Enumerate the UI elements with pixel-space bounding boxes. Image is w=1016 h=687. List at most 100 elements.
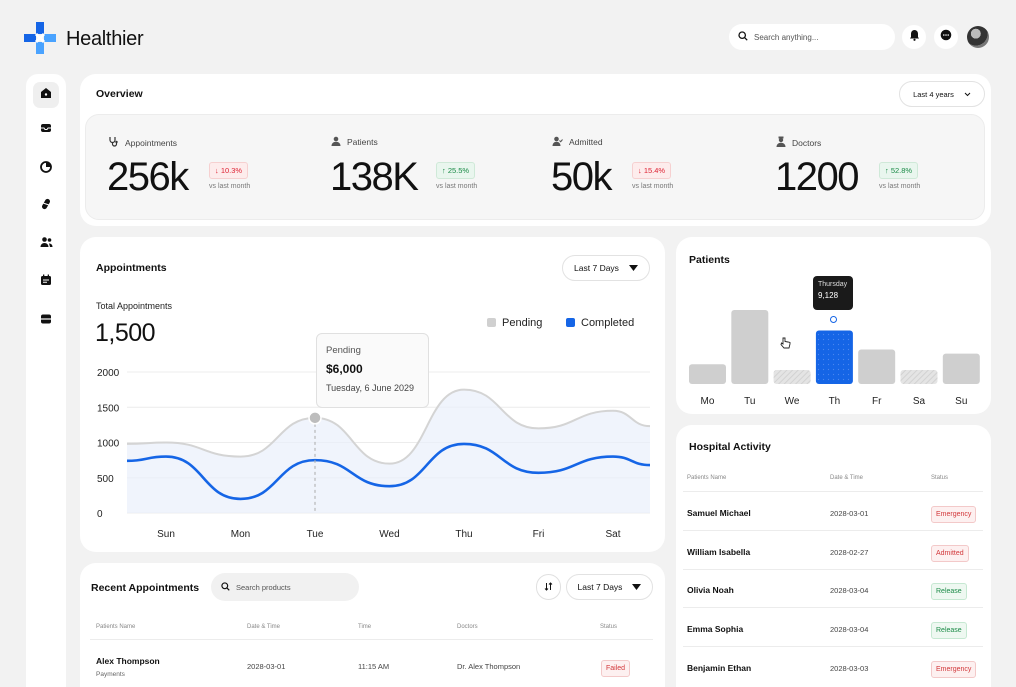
user-avatar[interactable] — [967, 26, 989, 48]
user-check-icon — [552, 136, 563, 148]
status-badge[interactable]: Emergency — [931, 506, 977, 523]
legend-swatch — [566, 318, 575, 327]
y-tick-label: 0 — [97, 509, 103, 520]
legend-label: Completed — [581, 317, 635, 329]
column-header-time: Time — [358, 624, 372, 630]
sidebar-item-inbox[interactable] — [33, 117, 59, 143]
x-tick-label: Tu — [744, 396, 755, 407]
activity-patient-name: William Isabella — [687, 546, 751, 557]
appointments-range-dropdown[interactable]: Last 7 Days — [562, 255, 650, 281]
pill-icon — [40, 197, 52, 215]
sidebar-item-staff[interactable] — [33, 231, 59, 257]
bar-sa[interactable] — [900, 370, 938, 384]
activity-row: Benjamin Ethan 2028-03-03 Emergency — [676, 647, 991, 685]
activity-status-cell: Admitted — [931, 542, 969, 562]
column-header-status: Status — [931, 475, 949, 481]
stat-note: vs last month — [879, 183, 921, 190]
sidebar-item-home[interactable] — [33, 82, 59, 108]
activity-date: 2028-03-04 — [830, 625, 869, 635]
hospital-activity-card: Hospital Activity Patients Name Date & T… — [676, 425, 991, 687]
x-tick-label: Tue — [307, 529, 324, 540]
sidebar-item-calendar[interactable] — [33, 269, 59, 295]
activity-patient-name: Olivia Noah — [687, 585, 734, 596]
trend-badge: ↑ 25.5% — [436, 162, 476, 179]
activity-status-cell: Emergency — [931, 658, 977, 678]
overview-range-label: Last 4 years — [913, 89, 954, 99]
stat-label: Doctors — [792, 137, 822, 148]
home-icon — [40, 86, 52, 104]
status-badge[interactable]: Release — [931, 583, 967, 601]
activity-patient-name: Emma Sophia — [687, 624, 744, 635]
legend-completed: Completed — [566, 317, 634, 329]
search-icon — [221, 578, 230, 596]
column-header-status: Status — [600, 624, 618, 630]
x-tick-label: Thu — [455, 529, 472, 540]
bar-su[interactable] — [942, 353, 980, 384]
bar-we[interactable] — [773, 370, 811, 384]
notifications-button[interactable] — [902, 25, 926, 49]
activity-patient-name: Samuel Michael — [687, 508, 751, 518]
patients-tooltip: Thursday 9,128 — [813, 276, 853, 310]
y-tick-label: 1500 — [97, 403, 120, 414]
appointment-status-cell: Failed — [601, 657, 631, 677]
doctor-icon — [776, 136, 786, 149]
stat-doctors: Doctors — [776, 136, 821, 149]
bar-th[interactable] — [815, 330, 853, 384]
sidebar-item-billing[interactable] — [33, 308, 59, 334]
legend-swatch — [487, 318, 496, 327]
recent-range-dropdown[interactable]: Last 7 Days — [566, 574, 653, 600]
stat-label: Patients — [347, 137, 378, 147]
stat-change-group: ↑ 52.8% vs last month — [879, 160, 920, 190]
y-tick-label: 2000 — [97, 368, 120, 379]
divider — [683, 530, 983, 531]
activity-row: William Isabella 2028-02-27 Admitted — [676, 531, 991, 570]
global-search[interactable]: Search anything... — [729, 24, 895, 50]
bar-fr[interactable] — [858, 349, 896, 384]
recent-search[interactable]: Search products — [211, 573, 359, 601]
trend-badge: ↑ 52.8% — [879, 162, 919, 179]
user-icon — [331, 136, 341, 148]
pie-chart-icon — [40, 160, 52, 178]
stat-value: 1200 — [775, 155, 859, 199]
wallet-icon — [40, 312, 52, 330]
bar-tu[interactable] — [731, 310, 769, 384]
overview-range-dropdown[interactable]: Last 4 years — [899, 81, 985, 107]
recent-appointments-card: Recent Appointments Search products Last… — [80, 563, 665, 687]
stat-note: vs last month — [436, 183, 478, 190]
search-input[interactable]: Search anything... — [754, 32, 819, 42]
appointments-title: Appointments — [96, 262, 167, 274]
sidebar-item-analytics[interactable] — [33, 156, 59, 182]
series-line-pending — [126, 388, 651, 465]
brand-logo — [24, 22, 58, 54]
bell-icon — [909, 28, 920, 46]
activity-row: Olivia Noah 2028-03-04 Release — [676, 569, 991, 609]
x-tick-label: Wed — [379, 529, 399, 540]
x-tick-label: We — [785, 396, 800, 407]
recent-appointments-title: Recent Appointments — [91, 582, 200, 594]
sort-button[interactable] — [536, 574, 561, 600]
hover-point[interactable] — [308, 411, 322, 425]
status-badge[interactable]: Admitted — [931, 544, 969, 562]
inbox-icon — [40, 121, 52, 139]
status-badge[interactable]: Emergency — [931, 660, 977, 678]
messages-button[interactable] — [934, 25, 958, 49]
tooltip-series: Pending — [326, 345, 361, 356]
activity-status-cell: Release — [931, 580, 967, 601]
total-appointments-label: Total Appointments — [96, 301, 173, 311]
sort-icon — [544, 578, 553, 596]
stat-note: vs last month — [632, 183, 674, 190]
sidebar-item-pharmacy[interactable] — [33, 193, 59, 219]
legend-pending: Pending — [487, 317, 542, 329]
legend-label: Pending — [502, 317, 543, 329]
recent-search-input[interactable]: Search products — [236, 582, 291, 592]
activity-date: 2028-03-04 — [830, 586, 869, 596]
bar-mo[interactable] — [689, 364, 726, 384]
total-appointments-value: 1,500 — [95, 319, 156, 347]
patients-bar-chart: Mo Tu We Th Fr Sa Su — [689, 310, 980, 407]
status-badge[interactable]: Failed — [601, 660, 631, 677]
tooltip-date: Tuesday, 6 June 2029 — [326, 383, 415, 393]
x-tick-label: Sat — [605, 529, 620, 540]
x-tick-label: Th — [829, 396, 841, 407]
stethoscope-icon — [108, 136, 119, 149]
status-badge[interactable]: Release — [931, 622, 967, 640]
